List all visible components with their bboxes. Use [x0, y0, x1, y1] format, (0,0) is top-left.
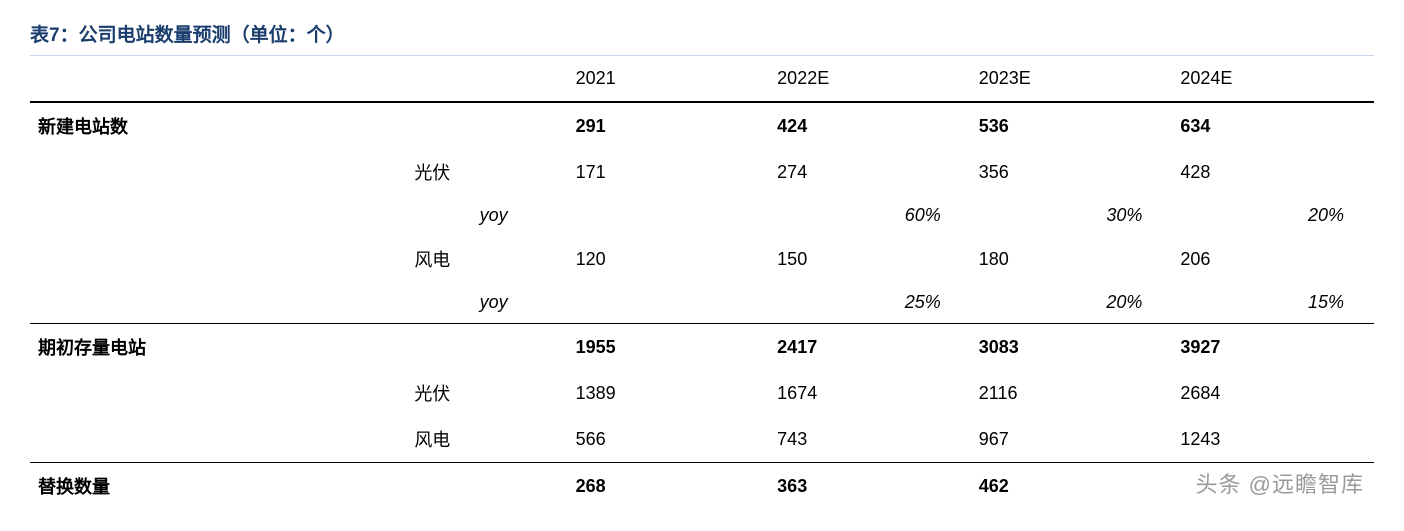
val-stock-solar-2024: 2684 — [1172, 370, 1374, 416]
header-blank2 — [406, 56, 567, 102]
header-col-2024e: 2024E — [1172, 56, 1374, 102]
val-new-2022: 424 — [769, 102, 971, 149]
val-stock-wind-2023: 967 — [971, 416, 1173, 463]
val-solar-2021: 171 — [568, 149, 770, 195]
row-new-wind: 风电 120 150 180 206 — [30, 236, 1374, 282]
val-new-2024: 634 — [1172, 102, 1374, 149]
val-replace-2023: 462 — [971, 463, 1173, 510]
yoy-solar-2022: 60% — [769, 195, 971, 236]
yoy-wind-2021 — [568, 282, 770, 324]
yoy-solar-2023: 30% — [971, 195, 1173, 236]
label-initial-stock: 期初存量电站 — [30, 324, 406, 371]
val-wind-2022: 150 — [769, 236, 971, 282]
header-col-2023e: 2023E — [971, 56, 1173, 102]
val-stock-wind-2022: 743 — [769, 416, 971, 463]
row-stock-wind: 风电 566 743 967 1243 — [30, 416, 1374, 463]
label-yoy-wind: yoy — [406, 282, 567, 324]
forecast-table: 2021 2022E 2023E 2024E 新建电站数 291 424 536… — [30, 56, 1374, 509]
yoy-solar-2024: 20% — [1172, 195, 1374, 236]
yoy-solar-2021 — [568, 195, 770, 236]
val-replace-2024 — [1172, 463, 1374, 510]
val-wind-2023: 180 — [971, 236, 1173, 282]
row-new-wind-yoy: yoy 25% 20% 15% — [30, 282, 1374, 324]
val-stock-solar-2022: 1674 — [769, 370, 971, 416]
blank-cell — [30, 370, 406, 416]
blank-cell — [406, 102, 567, 149]
label-yoy-solar: yoy — [406, 195, 567, 236]
row-replacement: 替换数量 268 363 462 — [30, 463, 1374, 510]
val-stock-wind-2021: 566 — [568, 416, 770, 463]
val-solar-2023: 356 — [971, 149, 1173, 195]
val-replace-2022: 363 — [769, 463, 971, 510]
val-solar-2022: 274 — [769, 149, 971, 195]
label-stock-wind: 风电 — [406, 416, 567, 463]
val-stock-2022: 2417 — [769, 324, 971, 371]
blank-cell — [30, 282, 406, 324]
header-col-2022e: 2022E — [769, 56, 971, 102]
header-blank1 — [30, 56, 406, 102]
row-new-solar: 光伏 171 274 356 428 — [30, 149, 1374, 195]
val-solar-2024: 428 — [1172, 149, 1374, 195]
blank-cell — [30, 416, 406, 463]
row-initial-stock: 期初存量电站 1955 2417 3083 3927 — [30, 324, 1374, 371]
blank-cell — [30, 236, 406, 282]
yoy-wind-2024: 15% — [1172, 282, 1374, 324]
label-solar: 光伏 — [406, 149, 567, 195]
header-col-2021: 2021 — [568, 56, 770, 102]
val-wind-2024: 206 — [1172, 236, 1374, 282]
val-stock-2023: 3083 — [971, 324, 1173, 371]
blank-cell — [30, 149, 406, 195]
val-wind-2021: 120 — [568, 236, 770, 282]
val-stock-2024: 3927 — [1172, 324, 1374, 371]
yoy-wind-2022: 25% — [769, 282, 971, 324]
val-stock-solar-2021: 1389 — [568, 370, 770, 416]
label-new-stations: 新建电站数 — [30, 102, 406, 149]
val-stock-2021: 1955 — [568, 324, 770, 371]
table-title: 表7：公司电站数量预测（单位：个） — [30, 20, 1374, 56]
yoy-wind-2023: 20% — [971, 282, 1173, 324]
blank-cell — [406, 463, 567, 510]
val-new-2023: 536 — [971, 102, 1173, 149]
blank-cell — [406, 324, 567, 371]
label-stock-solar: 光伏 — [406, 370, 567, 416]
val-new-2021: 291 — [568, 102, 770, 149]
row-new-solar-yoy: yoy 60% 30% 20% — [30, 195, 1374, 236]
blank-cell — [30, 195, 406, 236]
val-replace-2021: 268 — [568, 463, 770, 510]
val-stock-solar-2023: 2116 — [971, 370, 1173, 416]
row-stock-solar: 光伏 1389 1674 2116 2684 — [30, 370, 1374, 416]
header-row: 2021 2022E 2023E 2024E — [30, 56, 1374, 102]
row-new-stations: 新建电站数 291 424 536 634 — [30, 102, 1374, 149]
label-replacement: 替换数量 — [30, 463, 406, 510]
val-stock-wind-2024: 1243 — [1172, 416, 1374, 463]
label-wind: 风电 — [406, 236, 567, 282]
